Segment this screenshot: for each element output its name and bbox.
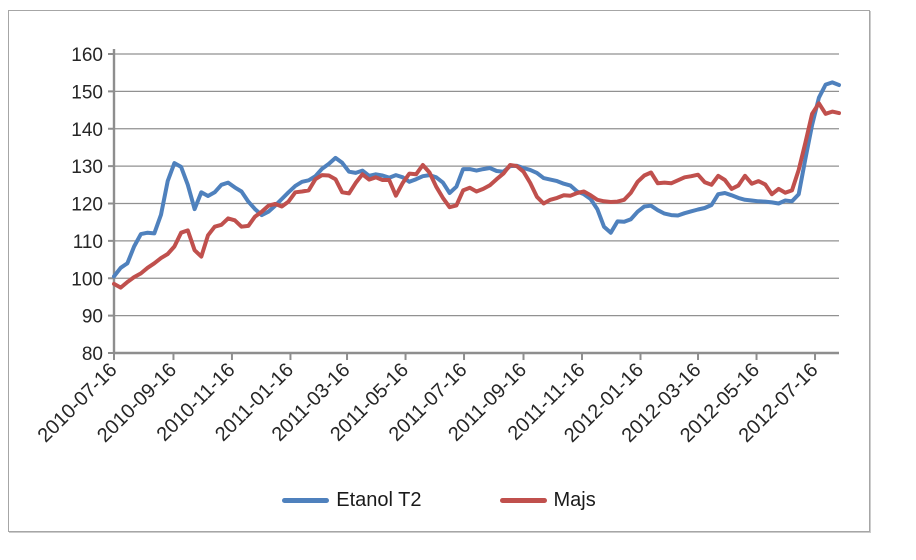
y-tick-label: 130: [71, 157, 103, 178]
legend-item-majs: Majs: [499, 489, 596, 511]
y-tick-label: 160: [71, 45, 103, 66]
chart-frame: 80 90 100 110 120 130 140 150 160 2010-07-16 2010-…: [8, 10, 870, 532]
y-tick-label: 100: [71, 269, 103, 290]
y-tick-label: 80: [82, 344, 103, 365]
y-tick-label: 150: [71, 82, 103, 103]
series-line-etanol-t2: [112, 80, 841, 279]
y-tick-label: 90: [82, 307, 103, 328]
chart-legend: Etanol T2 Majs: [9, 487, 869, 513]
y-tick-label: 140: [71, 120, 103, 141]
legend-label-etanol-t2: Etanol T2: [336, 489, 422, 511]
legend-line-sample-etanol-t2: [282, 497, 330, 503]
y-tick-label: 120: [71, 195, 103, 216]
series-line-majs: [112, 101, 841, 290]
y-tick-label: 110: [73, 232, 103, 253]
line-chart: 80901001101201301401501602010-07-162010-…: [34, 45, 841, 447]
legend-line-sample-majs: [499, 497, 547, 503]
legend-item-etanol-t2: Etanol T2: [282, 489, 422, 511]
legend-label-majs: Majs: [553, 489, 596, 511]
